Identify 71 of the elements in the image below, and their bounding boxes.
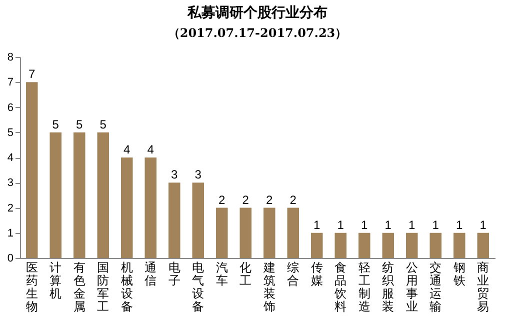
chart-subtitle: （2017.07.17-2017.07.23）	[168, 26, 348, 40]
bar	[358, 232, 370, 258]
data-label: 2	[290, 192, 297, 207]
y-tick-label: 4	[7, 152, 14, 164]
data-label: 1	[337, 218, 344, 232]
bar	[287, 208, 300, 258]
bar	[144, 158, 157, 258]
data-label: 2	[266, 192, 274, 207]
bar	[406, 232, 418, 258]
y-tick-label: 3	[7, 177, 14, 190]
bar	[430, 232, 442, 258]
bar	[334, 232, 347, 258]
y-tick-label: 8	[7, 52, 14, 64]
y-tick-label: 6	[7, 102, 14, 114]
data-label: 5	[76, 117, 84, 132]
x-tick-label: 有色金属	[73, 260, 86, 314]
data-label: 2	[242, 192, 250, 207]
x-tick-label: 公用事业	[406, 260, 418, 314]
bar	[453, 232, 466, 258]
x-tick-label: 计算机	[50, 260, 62, 300]
x-tick-label: 纺织服装	[382, 260, 394, 314]
x-tick-label: 汽车	[216, 260, 228, 288]
x-tick-label: 医药生物	[26, 260, 38, 314]
x-tick-label: 电气设备	[192, 260, 204, 314]
data-label: 1	[480, 218, 487, 232]
bar	[216, 208, 228, 258]
data-label: 5	[100, 117, 107, 132]
data-label: 1	[432, 218, 440, 232]
x-tick-label: 建筑装饰	[262, 260, 276, 314]
x-tick-label: 食品饮料	[334, 260, 347, 314]
x-tick-label: 商业贸易	[477, 260, 490, 314]
bar	[120, 158, 133, 258]
x-tick-label: 电子	[168, 260, 180, 288]
x-tick-label: 机械设备	[120, 260, 133, 314]
bar	[97, 132, 110, 258]
x-tick-label: 化工	[240, 260, 252, 288]
x-tick-label: 轻工制造	[358, 260, 370, 314]
data-label: 3	[194, 168, 202, 182]
bar	[240, 208, 252, 258]
x-tick-label: 国防军工	[97, 260, 110, 314]
bar	[382, 232, 394, 258]
x-tick-label: 通信	[144, 260, 157, 288]
x-tick-label: 传媒	[310, 260, 323, 288]
bar	[477, 232, 490, 258]
data-label: 2	[218, 192, 226, 207]
y-tick-label: 5	[7, 126, 14, 139]
data-label: 4	[124, 142, 131, 156]
data-label: 1	[361, 218, 368, 232]
x-tick-label: 交通运输	[430, 260, 442, 314]
y-tick-label: 0	[7, 252, 14, 264]
data-label: 1	[456, 218, 464, 232]
bar	[26, 82, 38, 258]
y-tick-label: 1	[7, 227, 14, 240]
y-tick-label: 7	[7, 76, 14, 89]
bar	[192, 182, 204, 258]
bar	[168, 182, 180, 258]
data-label: 1	[314, 218, 321, 232]
y-tick-label: 2	[7, 202, 14, 214]
data-label: 5	[52, 117, 60, 132]
bar	[50, 132, 62, 258]
data-label: 4	[147, 142, 154, 156]
data-label: 1	[408, 218, 416, 232]
data-label: 3	[171, 168, 178, 182]
x-tick-label: 综合	[287, 260, 300, 288]
bar	[263, 208, 276, 258]
x-tick-label: 钢铁	[452, 260, 466, 288]
bar	[73, 132, 86, 258]
chart-title: 私募调研个股行业分布	[186, 5, 328, 21]
data-label: 7	[28, 67, 36, 82]
bar	[310, 232, 323, 258]
data-label: 1	[384, 218, 392, 232]
